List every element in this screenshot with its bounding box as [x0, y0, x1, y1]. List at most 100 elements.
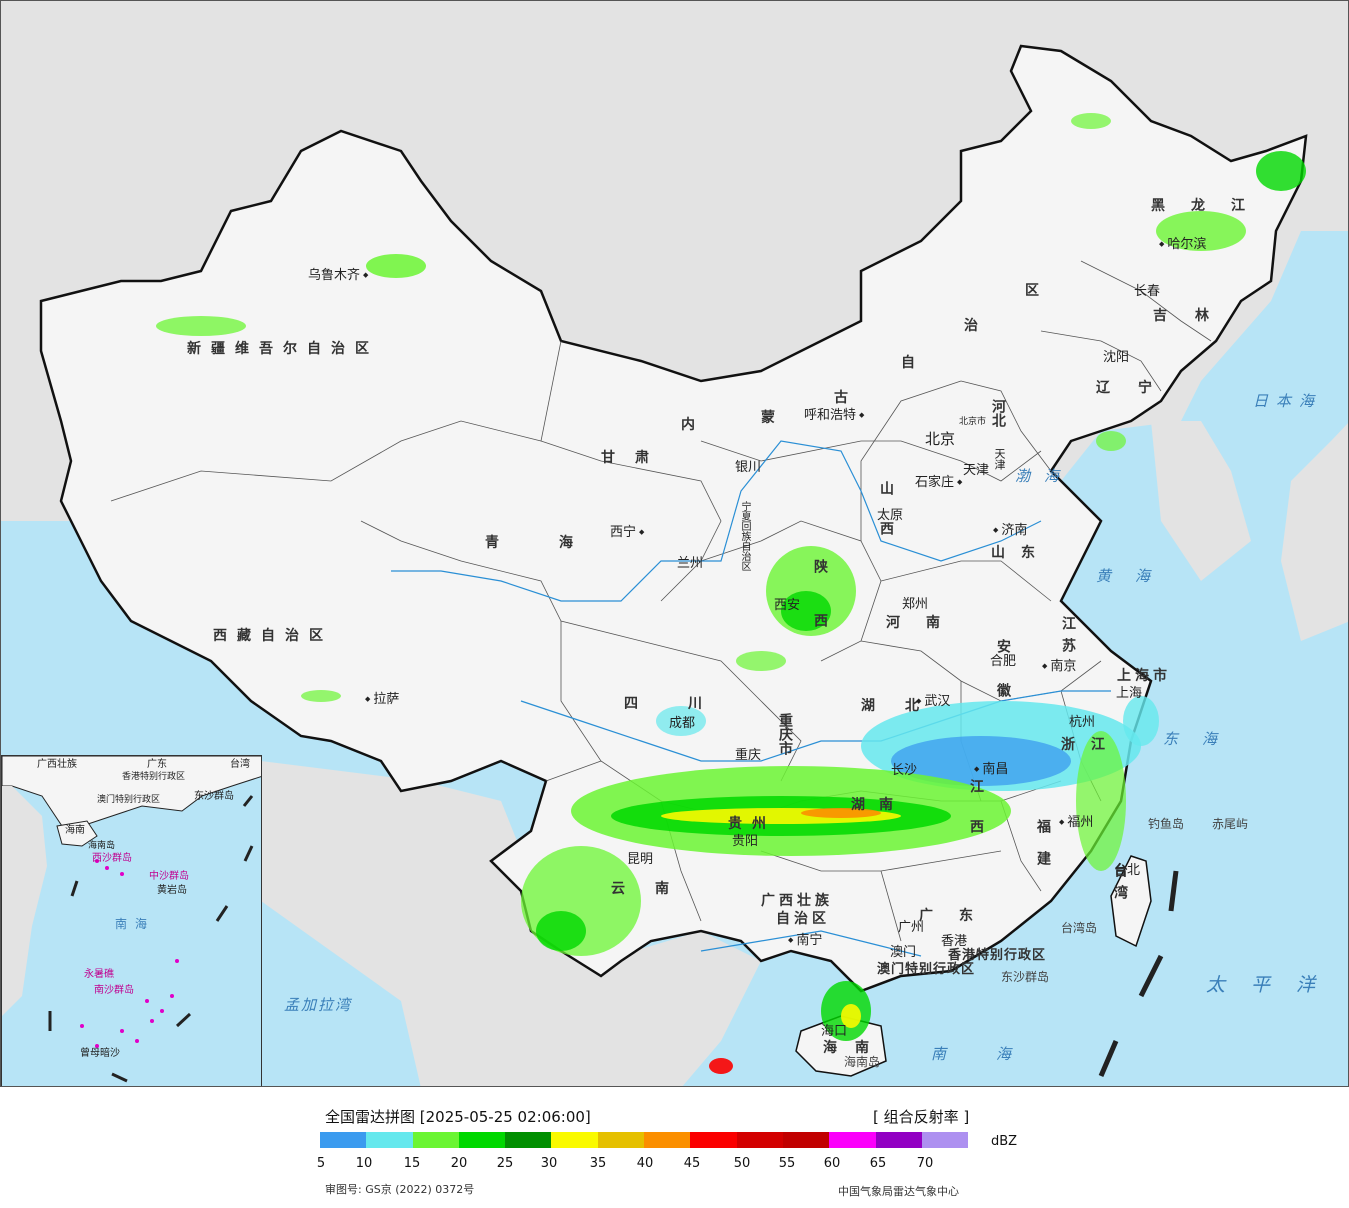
color-swatch	[644, 1132, 691, 1148]
inset-label-hk: 香港特别行政区	[122, 772, 186, 782]
label-ningxia: 宁夏回族自治区	[739, 501, 750, 571]
city-zhengzhou: 郑州	[902, 597, 929, 612]
label-guangxi-2: 自治区	[776, 911, 830, 927]
label-hk-sar: 香港特别行政区	[948, 948, 1047, 963]
inset-label-dongsha: 东沙群岛	[194, 791, 234, 802]
city-yinchuan: 银川	[735, 460, 762, 475]
island-taiwan: 台湾岛	[1061, 921, 1098, 935]
legend-tick: 65	[869, 1156, 887, 1171]
color-swatch	[921, 1132, 969, 1148]
color-swatch	[597, 1132, 645, 1148]
label-hainan: 海南	[823, 1040, 887, 1056]
inset-label-taiwan: 台湾	[230, 759, 250, 770]
city-chengdu: 成都	[669, 716, 696, 731]
legend-tick: 20	[450, 1156, 468, 1171]
city-guangzhou: 广州	[898, 920, 925, 935]
city-fuzhou: 福州	[1059, 816, 1093, 829]
city-guiyang: 贵阳	[732, 834, 759, 849]
city-hohhot: 呼和浩特	[804, 409, 864, 422]
label-nmg-4: 自	[901, 355, 925, 371]
city-changsha: 长沙	[891, 763, 918, 778]
legend-tick: 5	[316, 1156, 326, 1171]
city-beijing-municipality: 北京市	[959, 417, 987, 427]
inset-label-zengmu: 曾母暗沙	[80, 1048, 120, 1059]
city-shijiazhuang: 石家庄	[915, 476, 962, 489]
label-nmg-2: 蒙	[761, 410, 785, 426]
label-jilin: 吉林	[1153, 308, 1237, 324]
label-jiangxi: 江西	[968, 779, 984, 859]
foreign-land-japan	[1281, 423, 1348, 641]
inset-label-zhongsha: 中沙群岛	[149, 871, 189, 882]
city-wuhan: 武汉	[916, 695, 950, 708]
label-shanghai: 上海市	[1117, 668, 1171, 684]
inset-label-hainan: 海南	[65, 825, 85, 836]
label-nmg-1: 内	[681, 417, 705, 433]
label-jiangsu: 江苏	[1060, 616, 1076, 660]
color-swatch	[782, 1132, 830, 1148]
label-hunan: 湖南	[851, 797, 907, 813]
rivers	[391, 440, 1111, 957]
legend-product: [ 组合反射率 ]	[873, 1108, 970, 1126]
review-number: 审图号: GS京 (2022) 0372号	[325, 1183, 475, 1196]
color-swatch	[690, 1132, 737, 1148]
city-nanjing: 南京	[1042, 660, 1076, 673]
inset-dashes	[48, 795, 254, 1083]
label-hubei: 湖北	[861, 698, 949, 714]
legend-tick: 60	[823, 1156, 841, 1171]
sea-pacific: 太平洋	[1206, 974, 1342, 996]
inset-label-south-sea: 南海	[115, 917, 156, 931]
label-heilongjiang: 黑龙江	[1151, 198, 1271, 214]
label-fujian: 福建	[1035, 819, 1051, 883]
city-shenyang: 沈阳	[1103, 350, 1130, 365]
inset-label-guangdong: 广东	[147, 759, 167, 770]
label-chongqing: 重庆市	[777, 713, 793, 755]
inset-label-hainan-island: 海南岛	[88, 841, 116, 851]
label-anhui: 安徽	[995, 639, 1011, 727]
south-china-sea-inset: 广西壮族 广东 台湾 香港特别行政区 澳门特别行政区 东沙群岛 海南 海南岛 西…	[1, 755, 262, 1086]
label-hebei: 河北	[990, 399, 1006, 427]
city-lanzhou: 兰州	[677, 556, 704, 571]
city-hangzhou: 杭州	[1069, 715, 1096, 730]
color-swatch	[505, 1132, 552, 1148]
city-harbin: 哈尔滨	[1159, 238, 1206, 251]
city-taiyuan: 太原	[877, 508, 904, 523]
city-nanning: 南宁	[788, 934, 822, 947]
legend-title: 全国雷达拼图 [2025-05-25 02:06:00]	[325, 1108, 591, 1126]
radar-map: 新疆维吾尔自治区 西藏自治区 青海 甘肃 四川 云南 广西壮族 自治区 黑龙江 …	[0, 0, 1349, 1087]
label-xizang: 西藏自治区	[213, 628, 333, 644]
city-jinan: 济南	[993, 524, 1027, 537]
label-xinjiang: 新疆维吾尔自治区	[187, 341, 379, 357]
city-lhasa: 拉萨	[365, 693, 399, 706]
inset-land	[2, 756, 261, 827]
legend-tick: 45	[683, 1156, 701, 1171]
inset-label-guangxi: 广西壮族	[37, 759, 77, 770]
label-guangxi: 广西壮族	[761, 893, 833, 909]
label-sichuan: 四川	[624, 696, 752, 712]
city-xining: 西宁	[610, 526, 644, 539]
label-macau-sar: 澳门特别行政区	[877, 962, 976, 977]
label-shanxi: 山西	[878, 481, 894, 561]
label-qinghai: 青海	[485, 535, 633, 551]
legend-tick: 15	[403, 1156, 421, 1171]
legend-tick: 70	[916, 1156, 934, 1171]
legend-tick: 50	[733, 1156, 751, 1171]
label-guizhou: 贵州	[728, 816, 776, 832]
sea-yellow: 黄海	[1096, 567, 1175, 585]
color-swatch	[875, 1132, 922, 1148]
label-gansu: 甘肃	[601, 450, 669, 466]
city-shanghai: 上海	[1116, 686, 1143, 701]
inset-label-xisha: 西沙群岛	[92, 853, 132, 864]
city-hefei: 合肥	[990, 654, 1017, 669]
label-tianjin: 天津	[993, 448, 1006, 470]
inset-label-macau: 澳门特别行政区	[97, 795, 161, 805]
inset-islands	[80, 859, 179, 1048]
island-diaoyu: 钓鱼岛	[1148, 817, 1185, 831]
label-zhejiang: 浙江	[1061, 737, 1121, 753]
inset-base	[2, 756, 261, 1083]
label-nmg-6: 区	[1025, 283, 1049, 299]
city-changchun: 长春	[1134, 284, 1161, 299]
color-scale	[320, 1132, 969, 1148]
maritime-dashes	[1098, 870, 1179, 1077]
label-shandong: 山东	[991, 545, 1051, 561]
foreign-land-south	[261, 761, 761, 1086]
